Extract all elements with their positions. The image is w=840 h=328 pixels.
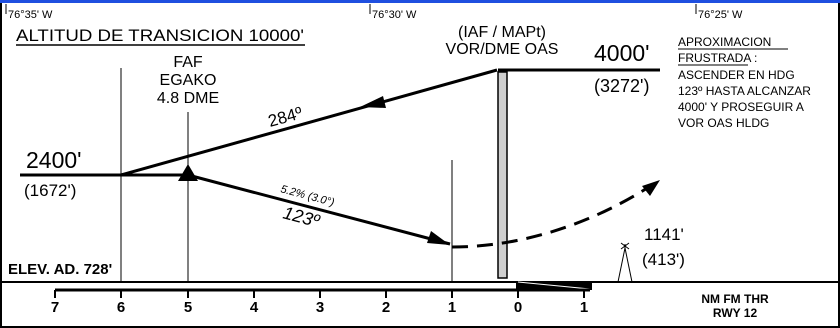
iaf-altitude: 4000' (594, 40, 650, 66)
outbound-course: 123º (281, 203, 323, 232)
runway-diagonal (517, 281, 591, 290)
vor-dme-label: VOR/DME OAS (446, 41, 559, 58)
missed-approach-line-2: 123º HASTA ALCANZAR (678, 84, 811, 98)
missed-approach-arrowhead (642, 180, 660, 196)
initial-altitude: 2400' (26, 147, 82, 173)
scale-label-6: 6 (117, 299, 125, 316)
missed-approach-title-2: FRUSTRADA : (678, 51, 757, 65)
obstacle-tower-icon (617, 242, 633, 283)
scale-unit-2: RWY 12 (713, 306, 758, 320)
obstacle-height: (413') (642, 250, 685, 269)
inbound-track (120, 68, 498, 177)
top-accent-bar (0, 0, 840, 3)
missed-approach-path (451, 183, 653, 249)
aerodrome-elevation: ELEV. AD. 728' (8, 261, 112, 278)
obstacle-altitude: 1141' (644, 225, 684, 244)
scale-unit-1: NM FM THR (701, 292, 769, 306)
scale-label-2: 2 (382, 299, 390, 316)
faf-name: EGAKO (160, 72, 217, 89)
coord-center: 76°30' W (372, 9, 417, 21)
missed-approach-line-1: ASCENDER EN HDG (678, 68, 795, 82)
coord-right: 76°25' W (698, 9, 743, 21)
coord-left: 76°35' W (8, 9, 53, 21)
missed-approach-line-4: VOR OAS HLDG (678, 116, 769, 130)
scale-label-5: 5 (184, 299, 192, 316)
initial-height: (1672') (24, 181, 76, 200)
scale-label-7: 7 (51, 299, 59, 316)
scale-label-4: 4 (250, 299, 259, 316)
descent-track (187, 173, 451, 246)
scale-label-after-1: 1 (580, 299, 588, 316)
scale-label-0: 0 (514, 299, 522, 316)
missed-approach-title-1: APROXIMACION (678, 35, 771, 49)
missed-approach-line-3: 4000' Y PROSEGUIR A (678, 100, 804, 114)
iaf-height: (3272') (594, 76, 649, 96)
scale-label-1: 1 (448, 299, 456, 316)
inbound-arrowhead (360, 96, 386, 108)
scale-label-3: 3 (316, 299, 324, 316)
transition-altitude: ALTITUD DE TRANSICION 10000' (16, 26, 304, 45)
faf-title: FAF (173, 54, 203, 71)
faf-triangle-icon (178, 164, 198, 181)
descent-arrowhead (427, 231, 450, 245)
vor-tower (497, 71, 508, 279)
iaf-label: (IAF / MAPt) (458, 24, 546, 41)
scale-ticks (54, 290, 585, 298)
faf-dme: 4.8 DME (157, 90, 219, 107)
